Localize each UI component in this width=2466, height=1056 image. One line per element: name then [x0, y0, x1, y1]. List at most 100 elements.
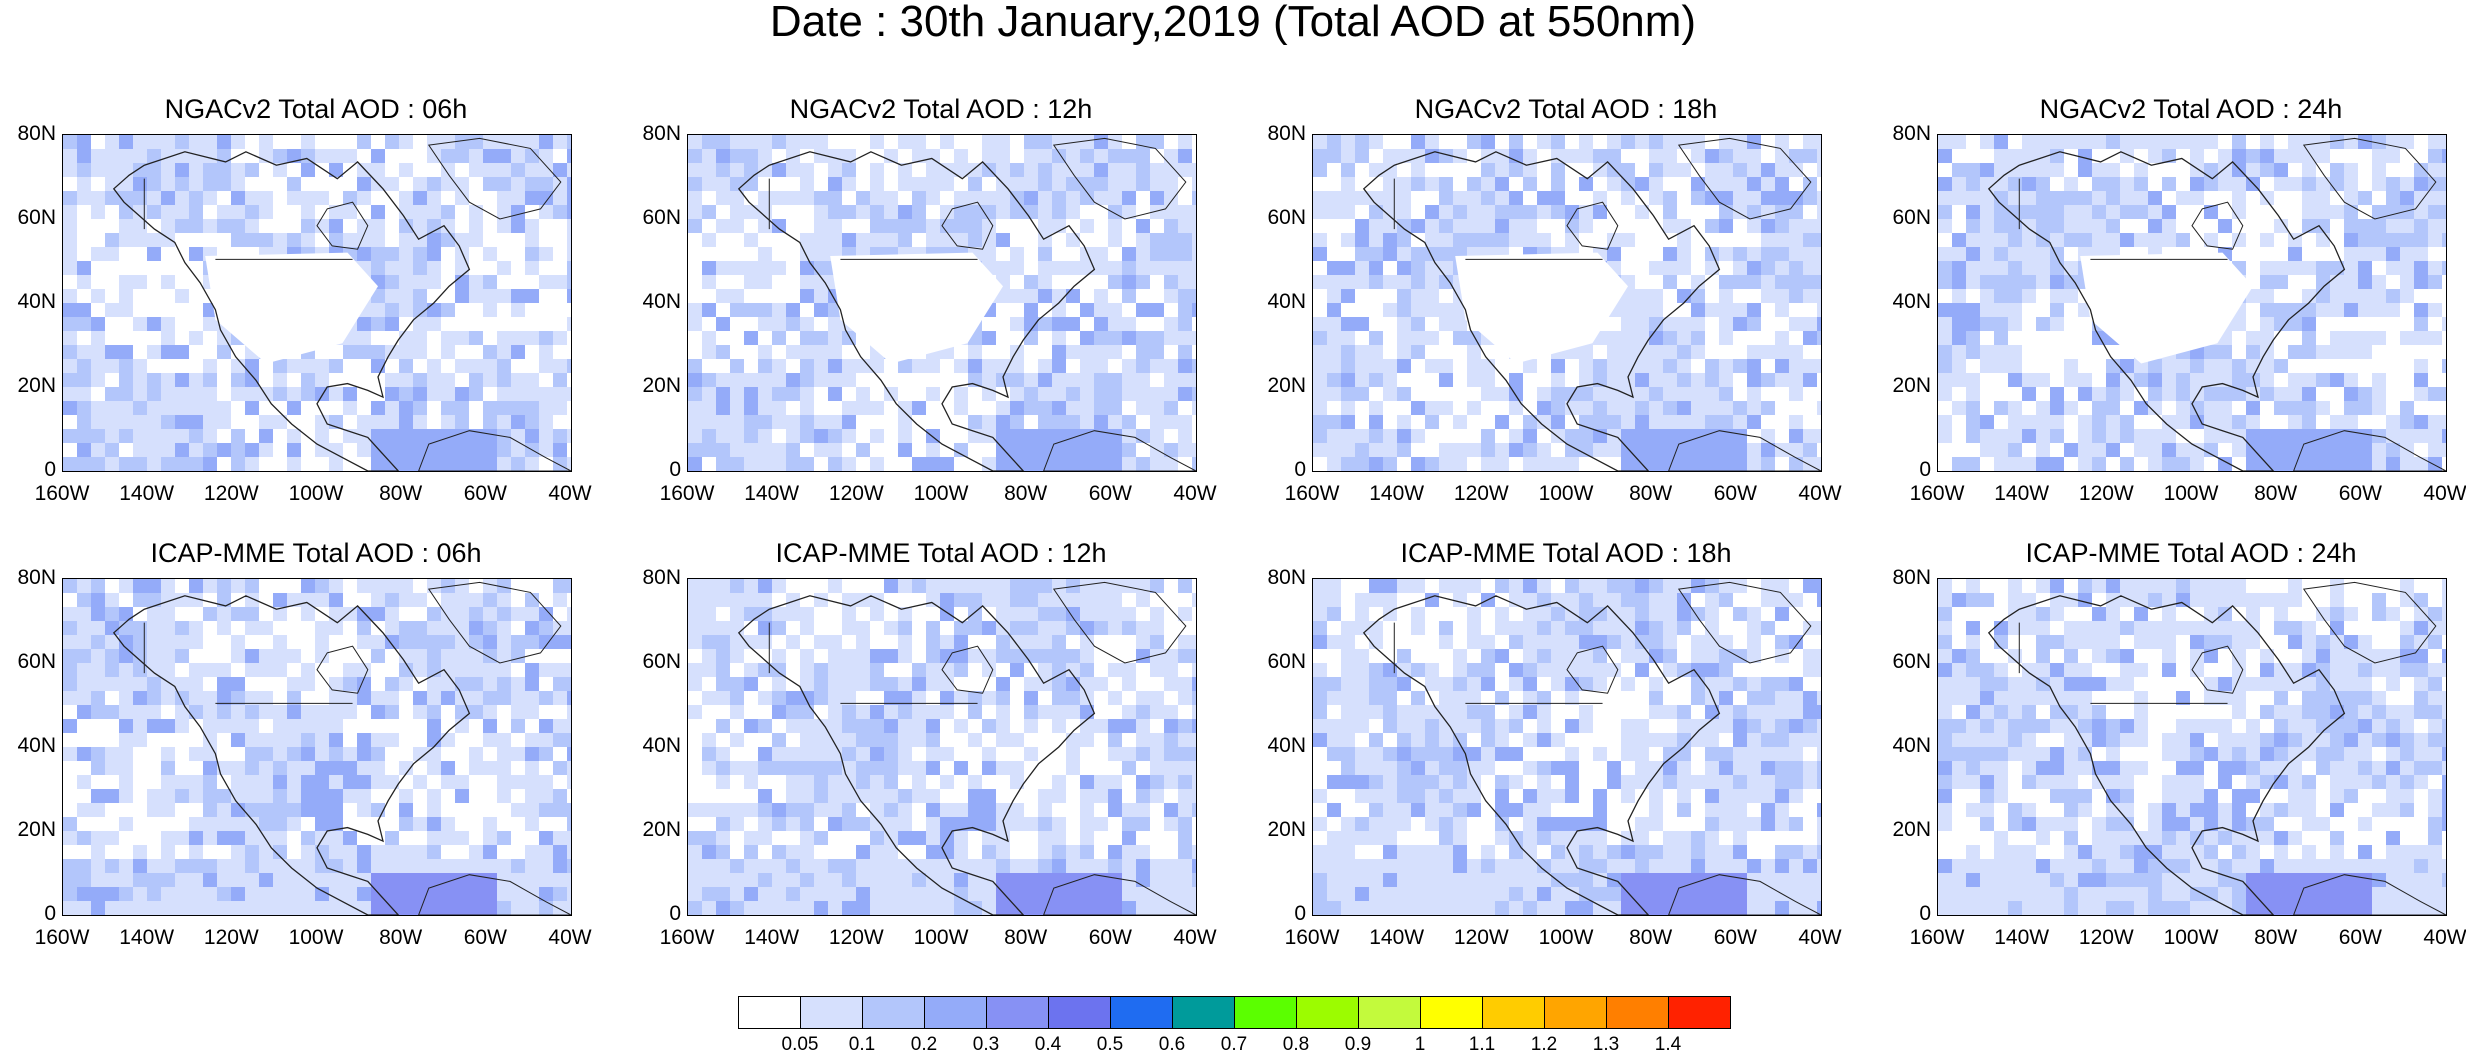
aod-cell: [1705, 789, 1719, 803]
aod-cell: [413, 359, 427, 373]
aod-cell: [2372, 359, 2386, 373]
aod-cell: [2260, 621, 2274, 635]
aod-cell: [1355, 219, 1369, 233]
aod-cell: [2358, 219, 2372, 233]
aod-cell: [1495, 663, 1509, 677]
aod-cell: [175, 359, 189, 373]
aod-cell: [2414, 275, 2428, 289]
aod-cell: [1010, 789, 1024, 803]
aod-cell: [1994, 817, 2008, 831]
aod-cell: [1094, 887, 1108, 901]
aod-cell: [203, 621, 217, 635]
aod-cell: [427, 607, 441, 621]
aod-cell: [2386, 289, 2400, 303]
aod-cell: [1122, 135, 1136, 149]
aod-cell: [399, 415, 413, 429]
aod-cell: [1817, 331, 1821, 345]
aod-cell: [1621, 579, 1635, 593]
aod-cell: [2232, 775, 2246, 789]
coastline: [737, 595, 1096, 915]
aod-cell: [203, 331, 217, 345]
x-tick-label: 100W: [913, 482, 969, 505]
aod-cell: [1593, 345, 1607, 359]
aod-cell: [1509, 747, 1523, 761]
aod-cell: [483, 443, 497, 457]
aod-cell: [2232, 607, 2246, 621]
aod-cell: [119, 457, 133, 471]
aod-cell: [287, 663, 301, 677]
aod-cell: [1397, 831, 1411, 845]
x-tick-label: 60W: [1088, 926, 1132, 949]
aod-cell: [413, 429, 427, 443]
x-tick-label: 120W: [203, 482, 259, 505]
aod-cell: [968, 901, 982, 915]
aod-cell: [385, 275, 399, 289]
aod-cell: [1397, 747, 1411, 761]
aod-cell: [1803, 163, 1817, 177]
x-tick-label: 120W: [828, 926, 884, 949]
aod-cell: [1024, 649, 1038, 663]
aod-cell: [1010, 831, 1024, 845]
aod-cell: [1966, 359, 1980, 373]
aod-cell: [2428, 761, 2442, 775]
aod-cell: [856, 775, 870, 789]
aod-cell: [427, 649, 441, 663]
aod-cell: [716, 205, 730, 219]
aod-cell: [688, 691, 702, 705]
aod-cell: [203, 205, 217, 219]
aod-cell: [1593, 205, 1607, 219]
aod-cell: [982, 331, 996, 345]
aod-cell: [497, 177, 511, 191]
aod-cell: [1789, 303, 1803, 317]
aod-cell: [1677, 873, 1691, 887]
aod-cell: [1509, 415, 1523, 429]
aod-cell: [147, 817, 161, 831]
aod-cell: [1038, 443, 1052, 457]
aod-cell: [1579, 443, 1593, 457]
aod-cell: [1439, 663, 1453, 677]
aod-cell: [1733, 901, 1747, 915]
aod-cell: [1164, 803, 1178, 817]
aod-cell: [1481, 443, 1495, 457]
colorbar-swatch: [1606, 996, 1669, 1029]
aod-cell: [870, 219, 884, 233]
aod-cell: [357, 691, 371, 705]
aod-cell: [1010, 677, 1024, 691]
coastline: [418, 874, 571, 915]
aod-cell: [413, 387, 427, 401]
aod-map: [62, 578, 572, 916]
aod-cell: [814, 317, 828, 331]
y-tick-label: 80N: [1267, 122, 1306, 145]
aod-cell: [2106, 359, 2120, 373]
y-tick-label: 20N: [642, 374, 681, 397]
aod-cell: [1719, 219, 1733, 233]
aod-cell: [1565, 873, 1579, 887]
aod-cell: [2246, 457, 2260, 471]
aod-cell: [758, 177, 772, 191]
aod-cell: [1509, 443, 1523, 457]
aod-cell: [800, 303, 814, 317]
aod-cell: [1136, 345, 1150, 359]
y-tick-label: 40N: [1892, 734, 1931, 757]
aod-cell: [1761, 663, 1775, 677]
aod-cell: [1537, 817, 1551, 831]
aod-cell: [954, 177, 968, 191]
aod-cell: [217, 579, 231, 593]
aod-cell: [343, 677, 357, 691]
aod-cell: [688, 331, 702, 345]
aod-cell: [2120, 789, 2134, 803]
aod-cell: [469, 177, 483, 191]
aod-cell: [203, 803, 217, 817]
aod-cell: [2274, 275, 2288, 289]
aod-cell: [2414, 233, 2428, 247]
aod-cell: [1080, 317, 1094, 331]
panel-title: ICAP-MME Total AOD : 06h: [150, 538, 482, 568]
aod-cell: [2176, 177, 2190, 191]
aod-cell: [1691, 191, 1705, 205]
aod-cell: [2008, 635, 2022, 649]
aod-cell: [1327, 803, 1341, 817]
aod-cell: [1579, 177, 1593, 191]
aod-cell: [1327, 401, 1341, 415]
aod-cell: [1369, 275, 1383, 289]
aod-cell: [1481, 135, 1495, 149]
